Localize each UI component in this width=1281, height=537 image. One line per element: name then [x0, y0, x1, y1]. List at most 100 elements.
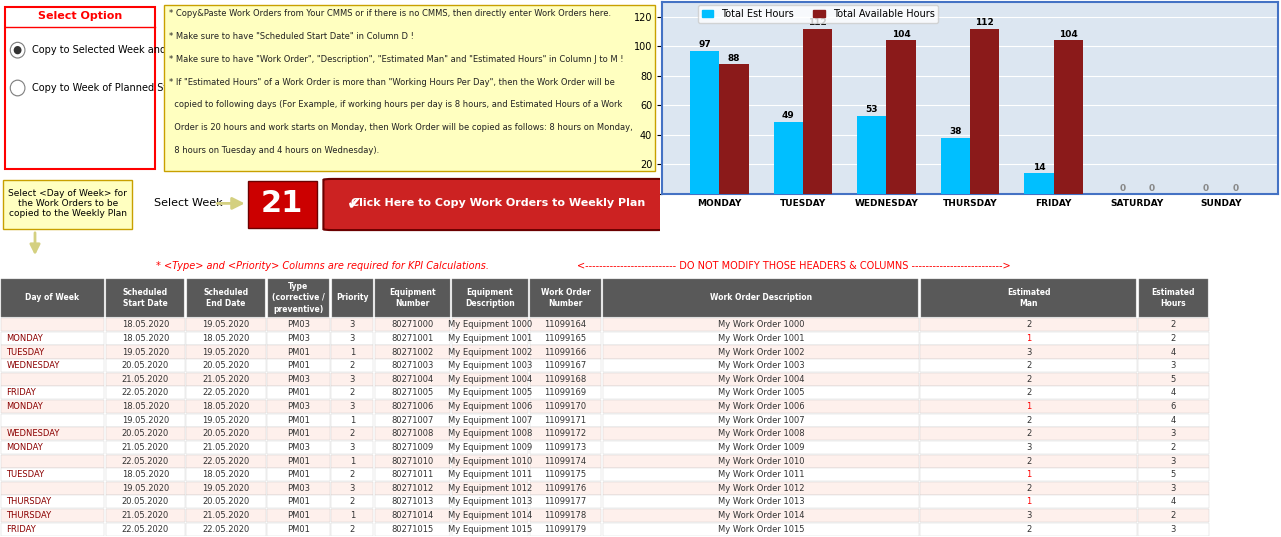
- Bar: [886, 40, 916, 194]
- FancyBboxPatch shape: [187, 495, 266, 509]
- Text: 80271001: 80271001: [392, 334, 433, 343]
- Text: Work Order Description: Work Order Description: [710, 294, 812, 302]
- Text: 4: 4: [1171, 388, 1176, 397]
- Text: My Equipment 1005: My Equipment 1005: [448, 388, 532, 397]
- FancyBboxPatch shape: [268, 413, 330, 427]
- Text: 3: 3: [350, 402, 355, 411]
- Text: 2: 2: [350, 429, 355, 438]
- FancyBboxPatch shape: [602, 318, 920, 331]
- FancyBboxPatch shape: [0, 509, 105, 522]
- Bar: [857, 115, 886, 194]
- Text: 80271002: 80271002: [392, 347, 433, 357]
- Text: 80271011: 80271011: [392, 470, 433, 479]
- FancyBboxPatch shape: [374, 345, 451, 359]
- FancyBboxPatch shape: [1138, 373, 1208, 386]
- FancyBboxPatch shape: [374, 332, 451, 345]
- FancyBboxPatch shape: [330, 345, 374, 359]
- Text: 2: 2: [1026, 320, 1031, 329]
- Text: 0: 0: [1149, 184, 1155, 193]
- FancyBboxPatch shape: [330, 413, 374, 427]
- FancyBboxPatch shape: [374, 523, 451, 536]
- Text: 80271008: 80271008: [391, 429, 434, 438]
- FancyBboxPatch shape: [530, 482, 602, 495]
- Text: 1: 1: [350, 416, 355, 425]
- FancyBboxPatch shape: [187, 332, 266, 345]
- Text: Work Order
Number: Work Order Number: [541, 288, 591, 308]
- Text: My Equipment 1013: My Equipment 1013: [448, 497, 532, 506]
- Text: 1: 1: [350, 347, 355, 357]
- FancyBboxPatch shape: [187, 468, 266, 481]
- Text: My Work Order 1009: My Work Order 1009: [717, 443, 804, 452]
- Text: 2: 2: [1171, 334, 1176, 343]
- FancyBboxPatch shape: [0, 482, 105, 495]
- FancyBboxPatch shape: [1138, 413, 1208, 427]
- Text: 5: 5: [1171, 375, 1176, 384]
- Text: Scheduled
Start Date: Scheduled Start Date: [123, 288, 168, 308]
- FancyBboxPatch shape: [920, 400, 1138, 413]
- Text: 2: 2: [1026, 375, 1031, 384]
- Text: 20.05.2020: 20.05.2020: [202, 497, 250, 506]
- FancyBboxPatch shape: [330, 468, 374, 481]
- Text: 11099172: 11099172: [544, 429, 587, 438]
- FancyBboxPatch shape: [1138, 509, 1208, 522]
- Text: My Equipment 1001: My Equipment 1001: [448, 334, 532, 343]
- FancyBboxPatch shape: [105, 359, 184, 372]
- FancyBboxPatch shape: [268, 332, 330, 345]
- FancyBboxPatch shape: [164, 5, 655, 171]
- FancyBboxPatch shape: [1138, 427, 1208, 440]
- FancyBboxPatch shape: [187, 345, 266, 359]
- FancyBboxPatch shape: [323, 179, 666, 230]
- FancyBboxPatch shape: [247, 182, 316, 228]
- Text: 6: 6: [1171, 402, 1176, 411]
- Text: 11099173: 11099173: [544, 443, 587, 452]
- FancyBboxPatch shape: [530, 387, 602, 400]
- FancyBboxPatch shape: [268, 345, 330, 359]
- Text: 19.05.2020: 19.05.2020: [122, 484, 169, 493]
- Text: 11099179: 11099179: [544, 525, 587, 534]
- FancyBboxPatch shape: [920, 427, 1138, 440]
- FancyBboxPatch shape: [530, 509, 602, 522]
- FancyBboxPatch shape: [105, 495, 184, 509]
- Text: 18.05.2020: 18.05.2020: [202, 470, 250, 479]
- Text: 2: 2: [1026, 525, 1031, 534]
- FancyBboxPatch shape: [451, 318, 529, 331]
- FancyBboxPatch shape: [268, 387, 330, 400]
- Text: 11099178: 11099178: [544, 511, 587, 520]
- Text: 3: 3: [1026, 347, 1031, 357]
- FancyBboxPatch shape: [1139, 279, 1208, 317]
- Text: PM03: PM03: [287, 402, 310, 411]
- FancyBboxPatch shape: [452, 279, 528, 317]
- Text: 18.05.2020: 18.05.2020: [202, 402, 250, 411]
- Circle shape: [14, 47, 20, 54]
- FancyBboxPatch shape: [451, 413, 529, 427]
- FancyBboxPatch shape: [187, 279, 265, 317]
- Text: 2: 2: [350, 497, 355, 506]
- FancyBboxPatch shape: [187, 523, 266, 536]
- Text: MONDAY: MONDAY: [6, 334, 44, 343]
- FancyBboxPatch shape: [602, 387, 920, 400]
- FancyBboxPatch shape: [1138, 387, 1208, 400]
- Text: 2: 2: [350, 388, 355, 397]
- Text: 3: 3: [1171, 429, 1176, 438]
- FancyBboxPatch shape: [602, 373, 920, 386]
- Text: TUESDAY: TUESDAY: [6, 347, 45, 357]
- FancyBboxPatch shape: [451, 332, 529, 345]
- Text: 0: 0: [1203, 184, 1209, 193]
- FancyBboxPatch shape: [268, 482, 330, 495]
- Text: Copy to Week of Planned Start Date: Copy to Week of Planned Start Date: [32, 83, 208, 93]
- Text: * Copy&Paste Work Orders from Your CMMS or if there is no CMMS, then directly en: * Copy&Paste Work Orders from Your CMMS …: [169, 9, 611, 18]
- Text: Select <Day of Week> for
the Work Orders to be
copied to the Weekly Plan: Select <Day of Week> for the Work Orders…: [8, 188, 127, 219]
- Text: Day of Week: Day of Week: [26, 294, 79, 302]
- Text: 1: 1: [1026, 470, 1031, 479]
- FancyBboxPatch shape: [330, 318, 374, 331]
- FancyBboxPatch shape: [330, 495, 374, 509]
- FancyBboxPatch shape: [374, 509, 451, 522]
- Text: 21.05.2020: 21.05.2020: [122, 375, 169, 384]
- FancyBboxPatch shape: [374, 495, 451, 509]
- FancyBboxPatch shape: [451, 359, 529, 372]
- Text: 80271006: 80271006: [391, 402, 434, 411]
- Text: 3: 3: [350, 320, 355, 329]
- Text: My Equipment 1000: My Equipment 1000: [448, 320, 532, 329]
- Text: 104: 104: [892, 30, 911, 39]
- Text: 2: 2: [1171, 511, 1176, 520]
